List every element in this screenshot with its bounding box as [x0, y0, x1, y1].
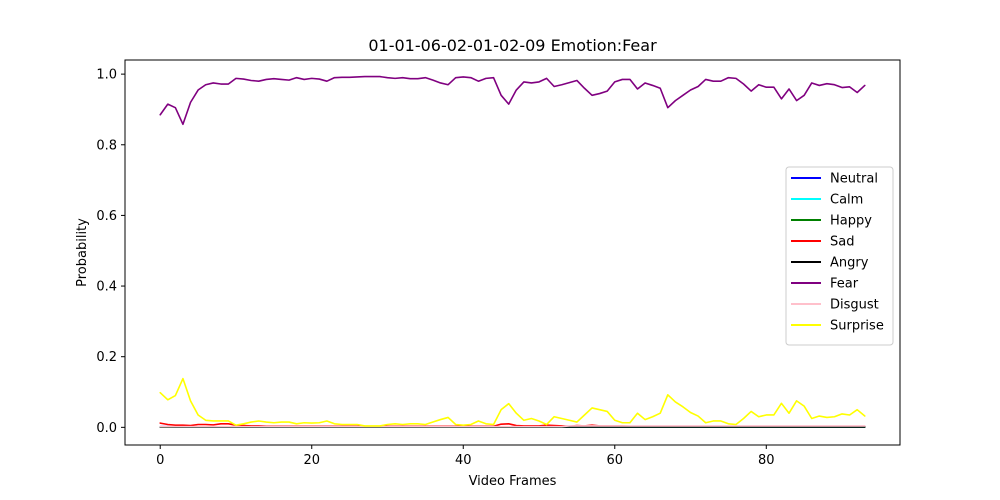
y-axis-label: Probability: [75, 218, 90, 287]
plot-area-frame: [124, 59, 901, 446]
series-line-fear: [159, 75, 866, 126]
y-tick-label: 0.4: [96, 280, 117, 295]
x-tick-label: 0: [156, 453, 164, 468]
legend-label-calm: Calm: [830, 193, 863, 208]
legend-label-angry: Angry: [830, 256, 869, 271]
legend-label-surprise: Surprise: [830, 319, 884, 334]
legend-label-neutral: Neutral: [830, 172, 878, 187]
series-line-surprise: [159, 377, 866, 427]
legend-label-disgust: Disgust: [830, 298, 879, 313]
legend-label-sad: Sad: [830, 235, 854, 250]
legend-label-fear: Fear: [830, 277, 859, 292]
series-line-disgust: [159, 425, 866, 428]
y-tick-label: 0.8: [96, 138, 117, 153]
x-tick-label: 80: [758, 453, 775, 468]
y-tick-label: 0.2: [96, 350, 117, 365]
x-tick-label: 20: [303, 453, 320, 468]
legend-label-happy: Happy: [830, 214, 872, 229]
y-tick-label: 0.0: [96, 421, 117, 436]
x-axis-label: Video Frames: [469, 474, 557, 489]
y-tick-label: 0.6: [96, 209, 117, 224]
x-tick-label: 40: [455, 453, 472, 468]
legend-box: [785, 166, 894, 346]
plot-lines: [159, 75, 866, 428]
x-tick-label: 60: [606, 453, 623, 468]
chart-title: 01-01-06-02-01-02-09 Emotion:Fear: [368, 36, 657, 55]
axis-ticks: 0 20 40 60 80 0.0 0.2 0.4 0.6 0.8 1.0: [96, 68, 774, 468]
y-tick-label: 1.0: [96, 68, 117, 83]
legend: Neutral Calm Happy Sad Angry Fear Disgust Surpr…: [785, 166, 894, 346]
